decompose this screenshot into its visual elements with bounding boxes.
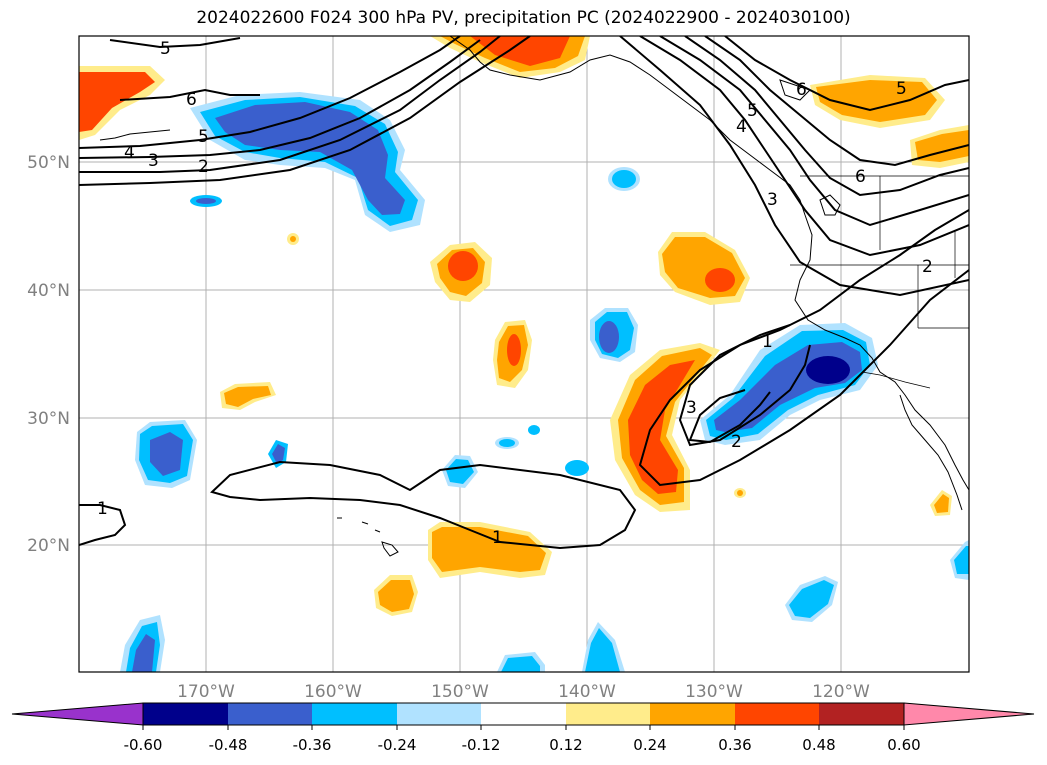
contour-label: 5 — [198, 127, 209, 147]
colorbar-tick: -0.24 — [378, 736, 417, 754]
contour-label: 5 — [160, 39, 171, 59]
colorbar-extend-low — [11, 702, 144, 726]
contour-label: 1 — [492, 528, 503, 548]
contour-label: 1 — [762, 332, 773, 352]
colorbar-swatch — [819, 703, 904, 725]
lat-label: 30°N — [27, 409, 70, 429]
borders — [790, 175, 969, 389]
lon-label: 170°W — [177, 682, 235, 702]
lon-label: 140°W — [558, 682, 616, 702]
pv-contours — [79, 36, 969, 550]
coastlines — [99, 36, 969, 557]
colorbar-tick: 0.60 — [887, 736, 920, 754]
contour-label: 6 — [186, 90, 197, 110]
contour-label: 6 — [796, 80, 807, 100]
colorbar-tick: 0.36 — [718, 736, 751, 754]
lat-labels: 50°N 40°N 30°N 20°N — [27, 153, 70, 556]
lon-labels: 170°W 160°W 150°W 140°W 130°W 120°W — [177, 682, 870, 702]
contour-labels: 5 6 5 4 3 2 1 3 2 1 1 5 4 3 2 6 5 6 — [97, 39, 933, 548]
contour-label: 3 — [148, 151, 159, 171]
map-frame — [78, 35, 970, 673]
colorbar-swatch — [397, 703, 481, 725]
colorbar-extend-high — [903, 702, 1035, 726]
lon-label: 150°W — [431, 682, 489, 702]
lat-label: 50°N — [27, 153, 70, 173]
colorbar-tick: -0.48 — [209, 736, 248, 754]
colorbar-tick: -0.12 — [462, 736, 501, 754]
colorbar-swatch — [312, 703, 397, 725]
colorbar-tick: -0.60 — [124, 736, 163, 754]
gridlines — [79, 36, 969, 672]
colorbar-swatch — [228, 703, 312, 725]
lon-label: 120°W — [812, 682, 870, 702]
lat-label: 20°N — [27, 536, 70, 556]
contour-label: 4 — [736, 117, 747, 137]
colorbar-swatch — [566, 703, 650, 725]
lon-label: 130°W — [685, 682, 743, 702]
lon-label: 160°W — [304, 682, 362, 702]
colorbar-swatch — [735, 703, 819, 725]
colorbar: -0.60 -0.48 -0.36 -0.24 -0.12 0.12 0.24 … — [11, 702, 1035, 754]
colorbar-tick: 0.24 — [633, 736, 666, 754]
colorbar-tick: 0.48 — [802, 736, 835, 754]
contour-label: 4 — [124, 143, 135, 163]
contour-label: 6 — [855, 167, 866, 187]
colorbar-swatch — [481, 703, 566, 725]
colorbar-tick: 0.12 — [549, 736, 582, 754]
contour-label: 2 — [731, 432, 742, 452]
colorbar-tick: -0.36 — [293, 736, 332, 754]
lat-label: 40°N — [27, 281, 70, 301]
contour-label: 3 — [767, 190, 778, 210]
map-title: 2024022600 F024 300 hPa PV, precipitatio… — [196, 8, 851, 28]
colorbar-swatch — [143, 703, 228, 725]
colorbar-swatch — [650, 703, 735, 725]
contour-label: 5 — [747, 101, 758, 121]
contour-label: 2 — [198, 157, 209, 177]
contour-label: 3 — [686, 398, 697, 418]
contour-label: 5 — [896, 79, 907, 99]
contour-label: 1 — [97, 499, 108, 519]
contour-label: 2 — [922, 257, 933, 277]
